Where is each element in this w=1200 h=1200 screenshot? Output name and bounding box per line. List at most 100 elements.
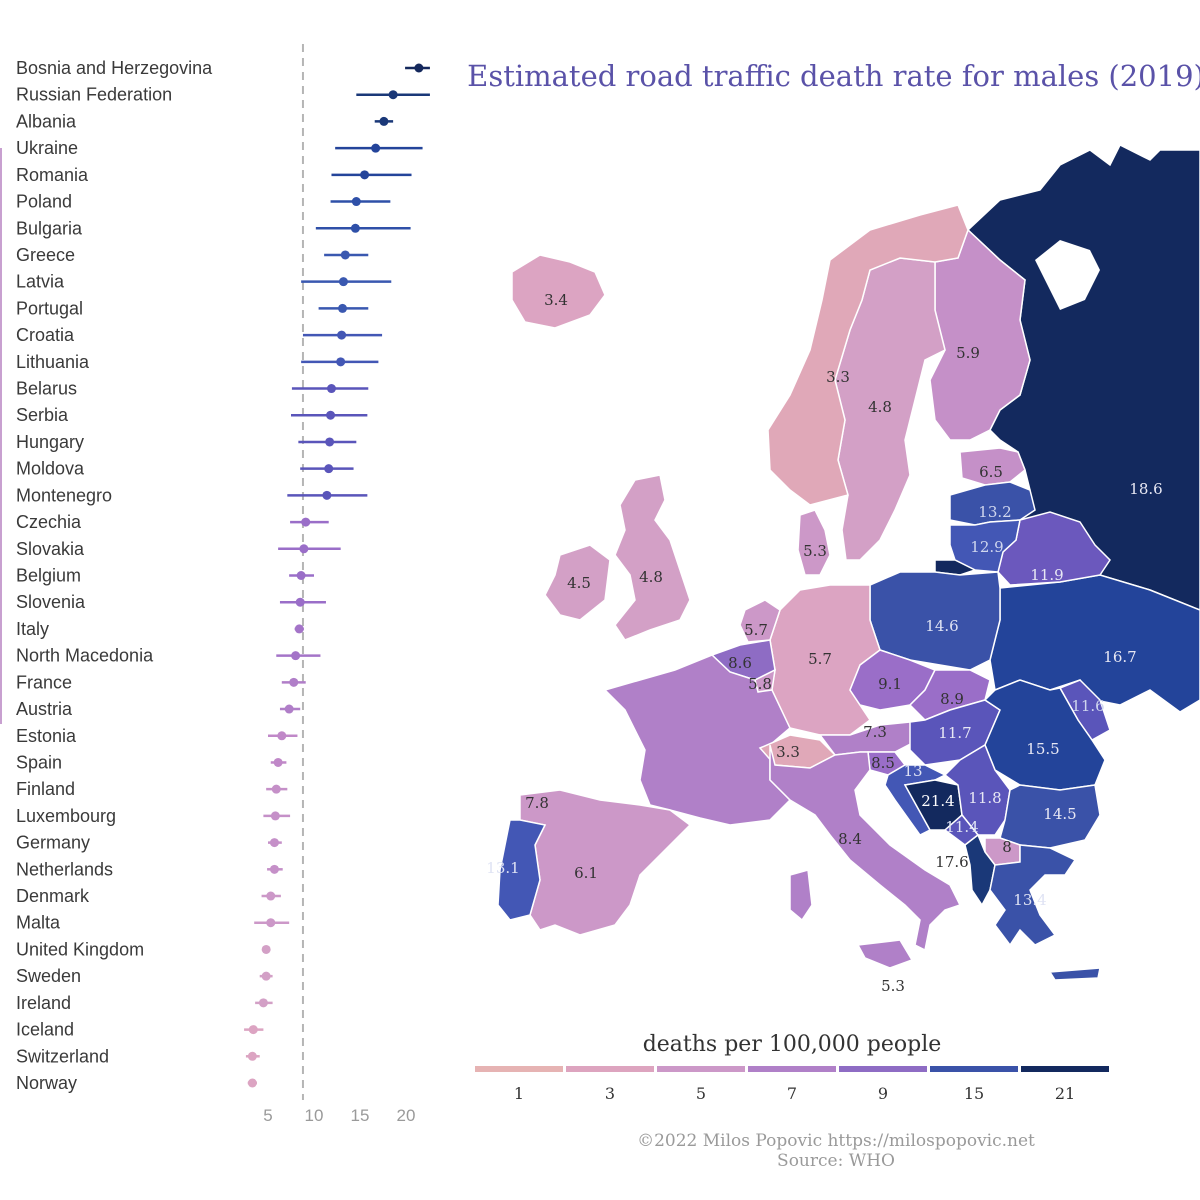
country-label: Iceland	[16, 1020, 74, 1040]
country-label: United Kingdom	[16, 939, 144, 959]
country-label: Austria	[16, 699, 73, 719]
legend-swatch	[475, 1066, 563, 1072]
map-value-label: 11.8	[968, 789, 1001, 807]
region-latvia	[949, 481, 1036, 526]
dot-plot: Bosnia and Herzegovina Russian Federation…	[16, 44, 430, 1125]
map-value-labels: 3.4 3.3 4.8 5.9 18.6 6.5 13.2 12.9 11.9 5.3 4.5 4.8…	[486, 291, 1162, 995]
dot-row: Montenegro	[16, 485, 368, 505]
country-label: Slovenia	[16, 592, 86, 612]
dot-row: Russian Federation	[16, 85, 430, 105]
country-label: Serbia	[16, 405, 69, 425]
estimate-point	[247, 1078, 257, 1088]
estimate-point	[258, 998, 268, 1008]
dot-row: Albania	[16, 111, 394, 131]
map-value-label: 11.6	[1071, 697, 1104, 715]
country-label: Russian Federation	[16, 85, 172, 105]
estimate-point	[261, 944, 271, 954]
map-value-label: 13	[903, 762, 922, 780]
map-value-label: 13.4	[1013, 891, 1046, 909]
country-label: Luxembourg	[16, 806, 116, 826]
estimate-point	[337, 330, 347, 340]
estimate-point	[269, 864, 279, 874]
estimate-point	[322, 490, 332, 500]
region-ukraine	[989, 574, 1200, 713]
dot-row: Ireland	[16, 993, 273, 1013]
map-value-label: 21.4	[921, 792, 954, 810]
region-lithuania	[949, 519, 1021, 573]
estimate-point	[414, 63, 424, 73]
map-value-label: 8.4	[838, 830, 862, 848]
estimate-point	[261, 971, 271, 981]
legend-swatch	[566, 1066, 654, 1072]
country-label: Switzerland	[16, 1046, 109, 1066]
country-label: Latvia	[16, 272, 65, 292]
map-value-label: 9.1	[878, 675, 902, 693]
country-label: Slovakia	[16, 539, 85, 559]
dot-row: Lithuania	[16, 352, 379, 372]
estimate-point	[289, 677, 299, 687]
region-ireland	[544, 544, 611, 621]
country-label: France	[16, 672, 72, 692]
legend: deaths per 100,000 people 1 3 5 7 9 15 21	[475, 1032, 1109, 1103]
map-value-label: 3.3	[826, 368, 850, 386]
country-label: Bulgaria	[16, 218, 83, 238]
dot-row: Switzerland	[16, 1046, 260, 1066]
estimate-point	[247, 1051, 257, 1061]
map-value-label: 14.6	[925, 617, 958, 635]
country-label: Finland	[16, 779, 75, 799]
x-tick-label: 20	[397, 1106, 416, 1125]
country-label: Italy	[16, 619, 49, 639]
region-united-kingdom	[614, 474, 691, 641]
estimate-point	[271, 784, 281, 794]
country-label: Denmark	[16, 886, 90, 906]
x-tick-label: 15	[351, 1106, 370, 1125]
map-value-label: 5.3	[803, 542, 827, 560]
estimate-point	[338, 277, 348, 287]
dot-row: Greece	[16, 245, 369, 265]
country-label: Malta	[16, 913, 61, 933]
region-sardinia	[789, 869, 813, 922]
dot-row: Luxembourg	[16, 806, 291, 826]
legend-swatch	[839, 1066, 927, 1072]
map-value-label: 5.3	[881, 977, 905, 995]
map-value-label: 4.5	[567, 574, 591, 592]
estimate-point	[248, 1025, 258, 1035]
dot-row: Portugal	[16, 298, 369, 318]
dot-row: Slovenia	[16, 592, 326, 612]
map-value-label: 5.7	[744, 621, 768, 639]
region-finland	[929, 228, 1031, 441]
country-label: Poland	[16, 192, 72, 212]
left-accent-bar	[0, 148, 2, 724]
credit-text: ©2022 Milos Popovic https://milospopovic…	[637, 1131, 1035, 1151]
estimate-point	[326, 410, 336, 420]
estimate-point	[266, 891, 276, 901]
map-value-label: 8	[1002, 838, 1012, 856]
map-value-label: 7.3	[863, 723, 887, 741]
dot-row: Belgium	[16, 566, 314, 586]
dot-row: Ukraine	[16, 138, 423, 158]
europe-map: 3.4 3.3 4.8 5.9 18.6 6.5 13.2 12.9 11.9 5.3 4.5 4.8…	[486, 143, 1200, 995]
dot-row: Slovakia	[16, 539, 341, 559]
country-label: Albania	[16, 111, 77, 131]
dot-rows: Bosnia and Herzegovina Russian Federation…	[16, 58, 430, 1093]
estimate-point	[351, 197, 361, 207]
estimate-point	[277, 731, 287, 741]
estimate-point	[388, 90, 398, 100]
estimate-point	[301, 517, 311, 527]
dot-row: Croatia	[16, 325, 383, 345]
source-text: Source: WHO	[777, 1151, 895, 1171]
map-value-label: 7.8	[525, 794, 549, 812]
map-value-label: 16.7	[1103, 648, 1136, 666]
region-kaliningrad	[934, 559, 977, 576]
country-label: Norway	[16, 1073, 77, 1093]
legend-title: deaths per 100,000 people	[643, 1032, 942, 1057]
country-label: Lithuania	[16, 352, 90, 372]
country-label: Sweden	[16, 966, 81, 986]
dot-row: Netherlands	[16, 859, 283, 879]
map-value-label: 11.4	[945, 818, 978, 836]
region-estonia	[959, 447, 1026, 486]
dot-row: Spain	[16, 752, 287, 772]
map-value-label: 15.5	[1026, 740, 1059, 758]
country-label: Romania	[16, 165, 89, 185]
